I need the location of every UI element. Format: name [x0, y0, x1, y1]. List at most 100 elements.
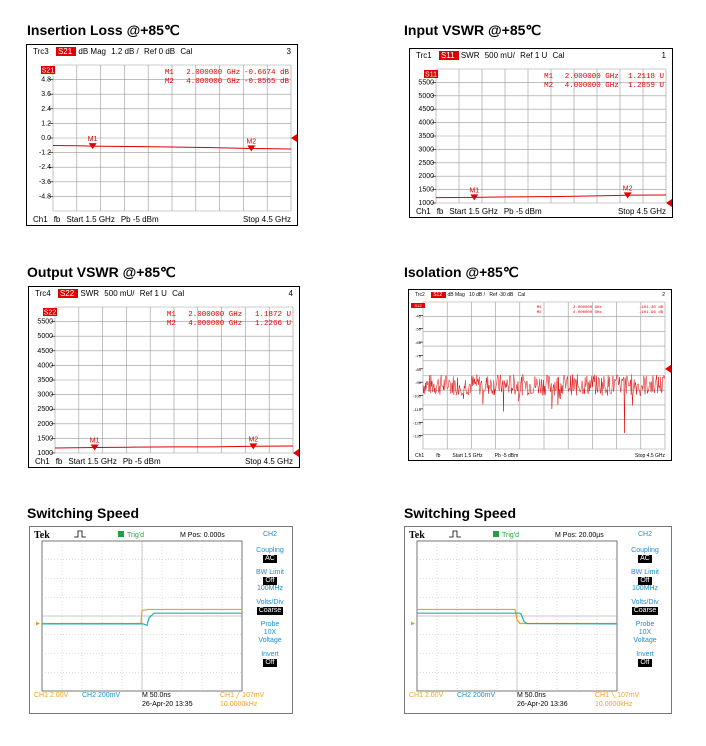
side-menu-item[interactable]: Probe 10X Voltage [248, 621, 292, 645]
marker-triangle [249, 443, 258, 450]
side-menu-item[interactable]: BW Limit Off 100MHz [248, 569, 292, 593]
y-tick-label: 1500 [418, 187, 434, 194]
switching-speed-scope-1: Tek Trig'd M Pos: 0.000s CH2 Coupling AC BW Li… [29, 526, 293, 714]
y-tick-label: -130 [413, 434, 422, 439]
side-menu-title: Invert [261, 651, 279, 658]
header-fmt: SWR [80, 289, 102, 298]
footer-stop: Stop 4.5 GHz [634, 453, 665, 459]
marker-readout-freq: 4.000000 GHz [573, 311, 602, 315]
header-trc: Trc2 [415, 292, 427, 298]
trace-line [422, 374, 666, 433]
chart-footer: Ch1 fb Start 1.5 GHz Pb -5 dBm [35, 457, 167, 466]
y-tick-label: -120 [413, 420, 422, 425]
plot-svg: 5500 5000 4500 4000 3500 3000 2500 2000 1500 1000… [418, 68, 672, 207]
footer-item: Pb -5 dBm [122, 457, 161, 466]
footer-item: Ch1 [35, 457, 50, 466]
side-menu-extra: 10X [638, 629, 652, 636]
side-menu-item[interactable]: Probe 10X Voltage [623, 621, 667, 645]
footer-item: Pb -5 dBm [494, 453, 519, 459]
plot-svg: 5500 5000 4500 4000 3500 3000 2500 2000 1500 1000… [37, 306, 299, 457]
marker-readout-value: -101.30 dB [639, 305, 664, 310]
marker-readout-name: M2 [537, 311, 542, 315]
side-menu-title: BW Limit [256, 569, 284, 576]
header-param: S21 [55, 47, 77, 56]
footer-item: fb [53, 215, 61, 224]
side-menu-item[interactable]: Volts/Div Coarse [623, 599, 667, 615]
switching-speed-scope-2: Tek Trig'd M Pos: 20.00µs CH2 Coupling AC BW L… [404, 526, 672, 714]
side-channel: CH2 [637, 531, 652, 538]
reference-arrow [293, 449, 299, 457]
y-tick-label: 1500 [37, 435, 53, 442]
marker-readout-freq: 4.000000 GHz [188, 320, 242, 328]
header-fmt: SWR [460, 51, 482, 60]
marker-readout-name: M1 [165, 69, 175, 77]
header-scale: 1.2 dB / [111, 47, 141, 56]
header-cal: Cal [552, 51, 565, 60]
marker-triangle [90, 444, 99, 451]
side-menu-item[interactable]: BW Limit Off 100MHz [623, 569, 667, 593]
side-menu-extra: Voltage [633, 637, 657, 644]
y-tick-label: 3500 [418, 133, 434, 140]
param-tag-text: S22 [44, 310, 57, 317]
side-menu-item[interactable]: Coupling AC [623, 547, 667, 563]
marker-readout-value: -101.96 dB [639, 310, 664, 315]
y-tick-label: -4.8 [39, 193, 51, 200]
header-ref: Ref -30 dB [489, 292, 515, 298]
ch2-waveform [417, 612, 618, 625]
y-tick-label: 4500 [37, 348, 53, 355]
side-menu-title: Probe [260, 621, 280, 628]
header-cal: Cal [517, 292, 526, 298]
side-menu-extra: 100MHz [256, 585, 284, 592]
footer-stop: Stop 4.5 GHz [242, 215, 291, 224]
param-tag [43, 308, 57, 316]
y-tick-label: 3000 [418, 146, 434, 153]
marker-readout-name: M1 [537, 306, 542, 310]
chart-header: Trc4 S22 SWR 500 mU/ Ref 1 U Cal [35, 289, 187, 298]
input-vswr-chart: Trc1 S11 SWR 500 mU/ Ref 1 U Cal 1 5500 50… [409, 48, 673, 218]
footer-stop: Stop 4.5 GHz [617, 207, 666, 216]
marker-readout-value: 1.1872 U [255, 311, 291, 319]
marker-label: M1 [90, 438, 100, 445]
y-tick-label: -1.2 [39, 150, 51, 157]
marker-label: M2 [246, 138, 256, 145]
side-menu-value: AC [638, 555, 652, 563]
trig-indicator [118, 531, 124, 537]
y-tick-label: 4.8 [41, 77, 51, 84]
side-menu-value: Off [263, 659, 277, 667]
side-menu-item[interactable]: Volts/Div Coarse [248, 599, 292, 615]
marker-label: M1 [469, 187, 479, 194]
trigger-frequency: 10.0000kHz [595, 701, 633, 708]
trace-line [52, 145, 292, 150]
side-menu-title: Volts/Div [631, 599, 659, 606]
param-tag-text: S21 [42, 68, 55, 75]
trigger-frequency: 10.0000kHz [220, 701, 258, 708]
trig-indicator [493, 531, 499, 537]
trig-status: Trig'd [127, 532, 144, 539]
footer-item: Start 1.5 GHz [452, 453, 483, 459]
side-menu-value: AC [263, 555, 277, 563]
y-tick-label: 5500 [418, 79, 434, 86]
y-tick-label: -110 [413, 407, 421, 412]
header-param: S11 [438, 51, 459, 60]
m-position: M Pos: 20.00µs [555, 532, 604, 539]
y-tick-label: 2500 [37, 406, 53, 413]
marker-readout-name: M2 [544, 82, 553, 90]
y-tick-label: 5000 [418, 93, 434, 100]
side-menu-item[interactable]: Invert Off [623, 651, 667, 667]
y-tick-label: 4000 [418, 120, 434, 127]
side-menu-item[interactable]: Invert Off [248, 651, 292, 667]
y-tick-label: 3500 [37, 377, 53, 384]
header-param: S12 [431, 292, 446, 298]
header-fmt: dB Mag [447, 292, 467, 298]
chart-footer: Ch1 fb Start 1.5 GHz Pb -5 dBm [416, 207, 548, 216]
side-menu-item[interactable]: Coupling AC [248, 547, 292, 563]
footer-item: Ch1 [415, 453, 425, 459]
timestamp: 26-Apr-20 13:35 [142, 701, 193, 708]
param-tag [411, 303, 425, 308]
marker-readout-value: 1.2118 U [628, 73, 664, 81]
y-tick-label: 0.0 [41, 135, 51, 142]
output-vswr-title: Output VSWR @+85℃ [27, 264, 176, 280]
header-trc: Trc1 [416, 51, 434, 60]
side-menu-extra: Voltage [258, 637, 282, 644]
param-tag [424, 70, 438, 78]
